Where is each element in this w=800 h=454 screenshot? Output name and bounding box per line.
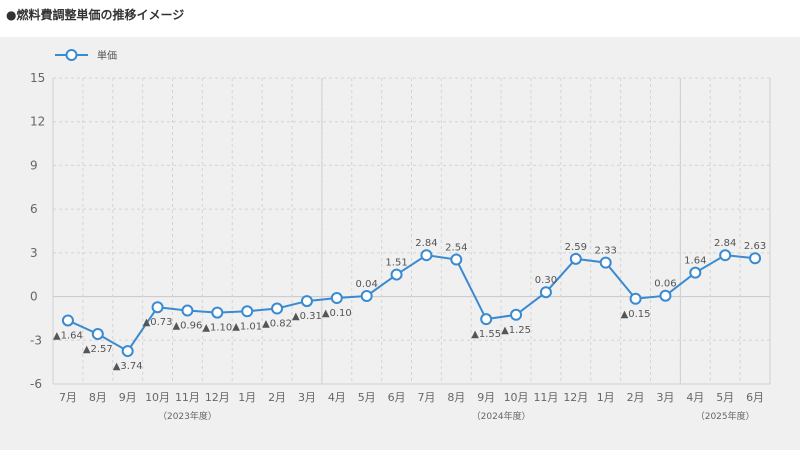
x-tick-label: 6月 (746, 391, 764, 404)
data-point (91, 328, 104, 341)
chart-panel: 15 12 9 6 3 0 -3 -6 7月 8月 9月 10月 11月 12月 1月 2月 3月 4月 5月 6月 7… (0, 37, 800, 450)
data-point (659, 289, 672, 302)
data-label: 0.04 (356, 279, 378, 290)
x-tick-label: 9月 (119, 391, 137, 404)
y-tick-label: -3 (30, 333, 42, 347)
line-chart: 15 12 9 6 3 0 -3 -6 7月 8月 9月 10月 11月 12月 1月 2月 3月 4月 5月 6月 7… (30, 49, 771, 422)
data-point (480, 313, 493, 326)
fiscal-year-label: （2024年度） (472, 410, 531, 422)
x-tick-label: 3月 (656, 391, 674, 404)
y-tick-label: 12 (30, 115, 45, 129)
data-label: ▲2.57 (83, 344, 113, 355)
data-point (360, 289, 373, 302)
chart-title: ●燃料費調整単価の推移イメージ (6, 8, 185, 22)
y-tick-label: 3 (30, 246, 38, 260)
data-point (719, 249, 732, 262)
data-point (689, 266, 702, 279)
y-tick-label: 6 (30, 202, 38, 216)
fiscal-year-label: （2023年度） (158, 410, 217, 422)
x-tick-label: 12月 (205, 391, 230, 404)
x-tick-label: 1月 (597, 391, 615, 404)
y-tick-label: 9 (30, 158, 38, 172)
data-label: ▲1.10 (202, 323, 232, 334)
x-tick-label: 4月 (686, 391, 704, 404)
y-tick-label: 15 (30, 71, 45, 85)
data-point (61, 314, 74, 327)
x-tick-label: 11月 (533, 391, 558, 404)
data-label: ▲0.73 (143, 317, 173, 328)
x-tick-label: 3月 (298, 391, 316, 404)
legend-marker (65, 49, 78, 61)
data-point (539, 286, 552, 299)
data-point (390, 268, 403, 281)
data-label: 0.06 (654, 279, 676, 290)
fiscal-year-label: （2025年度） (696, 410, 755, 422)
data-label: 2.84 (415, 238, 437, 249)
x-tick-label: 11月 (175, 391, 200, 404)
data-point (749, 252, 762, 265)
data-label: 2.63 (744, 241, 766, 252)
data-label: 2.84 (714, 238, 736, 249)
data-point (599, 256, 612, 269)
data-point (569, 252, 582, 265)
data-label: ▲0.82 (262, 319, 292, 330)
x-tick-label: 7月 (417, 391, 435, 404)
data-point (510, 308, 523, 321)
data-label: ▲0.31 (292, 311, 322, 322)
data-label: 2.33 (595, 246, 617, 257)
data-label: ▲0.15 (621, 309, 651, 320)
y-tick-label: 0 (30, 290, 38, 304)
x-tick-label: 6月 (388, 391, 406, 404)
x-tick-label: 2月 (627, 391, 645, 404)
data-point (181, 304, 194, 317)
data-point (151, 301, 164, 314)
x-tick-label: 10月 (145, 391, 170, 404)
x-tick-label: 5月 (358, 391, 376, 404)
data-point (420, 249, 433, 262)
data-point (300, 295, 313, 308)
data-label: ▲1.25 (501, 325, 531, 336)
x-tick-label: 8月 (447, 391, 465, 404)
data-point (241, 305, 254, 318)
x-tick-label: 4月 (328, 391, 346, 404)
x-tick-label: 9月 (477, 391, 495, 404)
x-tick-label: 1月 (238, 391, 256, 404)
x-tick-label: 12月 (563, 391, 588, 404)
data-point (211, 306, 224, 319)
data-label: ▲1.01 (232, 321, 262, 332)
data-point (450, 253, 463, 266)
data-label: 2.59 (565, 242, 587, 253)
x-tick-label: 5月 (716, 391, 734, 404)
x-tick-label: 2月 (268, 391, 286, 404)
data-label: ▲3.74 (113, 361, 143, 372)
y-tick-label: -6 (30, 377, 42, 391)
legend-label: 単価 (97, 49, 117, 62)
x-tick-label: 8月 (89, 391, 107, 404)
data-label: ▲1.55 (471, 329, 501, 340)
data-label: ▲0.10 (322, 308, 352, 319)
data-label: ▲0.96 (172, 321, 202, 332)
x-tick-label: 7月 (59, 391, 77, 404)
data-point (629, 292, 642, 305)
data-label: 0.30 (535, 275, 557, 286)
data-point (271, 302, 284, 315)
x-tick-label: 10月 (504, 391, 529, 404)
data-label: ▲1.64 (53, 330, 83, 341)
data-point (330, 292, 343, 305)
data-label: 1.51 (385, 258, 407, 269)
data-label: 2.54 (445, 243, 467, 254)
data-point (121, 345, 134, 358)
data-label: 1.64 (684, 256, 706, 267)
